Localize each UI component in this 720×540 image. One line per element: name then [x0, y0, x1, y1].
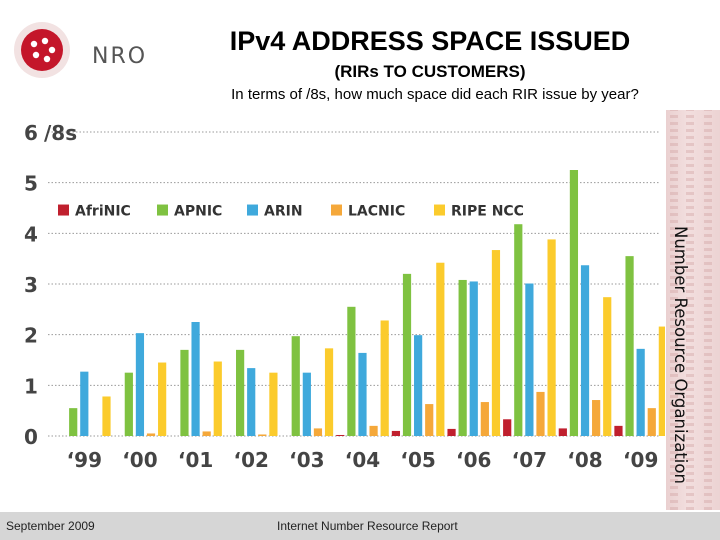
bar-arin	[580, 265, 590, 436]
bar-afrinic	[391, 430, 401, 436]
bar-apnic	[625, 256, 634, 436]
bar-apnic	[180, 349, 189, 436]
bar-ripe-ncc	[491, 250, 501, 436]
bar-apnic	[236, 349, 245, 436]
bar-ripe-ncc	[324, 348, 334, 436]
x-tick-label: ‘05	[400, 448, 435, 472]
x-tick-label: ‘99	[67, 448, 102, 472]
bar-ripe-ncc	[603, 297, 612, 436]
y-tick-label: 4	[24, 222, 38, 246]
bar-arin	[636, 348, 645, 436]
legend-label: APNIC	[174, 204, 222, 220]
legend-label: LACNIC	[348, 204, 405, 220]
bar-arin	[469, 281, 478, 436]
bar-ripe-ncc	[380, 320, 389, 436]
bar-lacnic	[258, 434, 267, 436]
bar-afrinic	[558, 428, 567, 436]
bar-lacnic	[313, 428, 323, 436]
logo-text: NRO	[92, 44, 148, 69]
y-tick-label: 1	[24, 374, 38, 398]
bar-ripe-ncc	[213, 361, 222, 436]
bar-lacnic	[480, 402, 489, 436]
bar-lacnic	[592, 400, 601, 436]
y-tick-label: 6	[24, 121, 38, 145]
nro-logo: NRO	[8, 14, 148, 86]
slide-subtitle: (RIRs TO CUSTOMERS)	[334, 62, 526, 81]
legend-swatch	[434, 204, 445, 216]
legend-label: ARIN	[264, 204, 303, 220]
bar-afrinic	[447, 428, 456, 436]
legend-label: AfriNIC	[75, 204, 131, 220]
bar-ripe-ncc	[547, 239, 556, 436]
bar-chart: 0 1 2 3 4 5 6/8s ‘99 ‘00 ‘01 ‘02 ‘03 ‘04 ‘05 ‘06 ‘07 ‘08…	[24, 121, 665, 472]
bar-apnic	[124, 372, 133, 436]
y-tick-label: 5	[24, 172, 38, 196]
bar-arin	[247, 368, 256, 436]
bar-afrinic	[503, 419, 512, 436]
x-tick-label: ‘01	[178, 448, 213, 472]
bar-ripe-ncc	[269, 372, 278, 436]
footer-report-name: Internet Number Resource Report	[277, 519, 458, 533]
legend-label: RIPE NCC	[451, 204, 524, 220]
x-tick-label: ‘04	[345, 448, 380, 472]
bar-lacnic	[536, 391, 545, 436]
legend-swatch	[247, 204, 258, 216]
x-tick-label: ‘08	[567, 448, 602, 472]
nro-logo-icon	[14, 22, 70, 78]
y-tick-label: 2	[24, 324, 38, 348]
bar-apnic	[69, 408, 78, 436]
bar-apnic	[347, 306, 356, 436]
bar-apnic	[291, 336, 300, 436]
bar-lacnic	[146, 433, 156, 436]
bar-apnic	[402, 273, 412, 436]
y-axis-label: /8s	[44, 121, 77, 145]
bar-ripe-ncc	[436, 262, 445, 436]
y-tick-label: 3	[24, 273, 38, 297]
bar-apnic	[514, 224, 523, 436]
bar-arin	[191, 322, 200, 436]
x-tick-label: ‘02	[233, 448, 268, 472]
bar-afrinic	[336, 434, 345, 436]
side-decoration-band	[666, 110, 720, 510]
bar-apnic	[458, 279, 467, 436]
bar-lacnic	[425, 404, 434, 436]
bar-ripe-ncc	[158, 362, 167, 436]
legend-swatch	[157, 204, 168, 216]
bar-apnic	[569, 170, 579, 436]
bar-lacnic	[202, 431, 211, 436]
footer-date: September 2009	[6, 519, 95, 533]
x-tick-label: ‘00	[122, 448, 157, 472]
bar-afrinic	[614, 425, 623, 436]
bar-arin	[135, 333, 145, 436]
bar-ripe-ncc	[102, 396, 111, 436]
x-tick-label: ‘06	[456, 448, 491, 472]
bar-ripe-ncc	[658, 326, 665, 436]
bar-arin	[414, 335, 423, 436]
bar-arin	[302, 372, 311, 436]
slide-title: IPv4 ADDRESS SPACE ISSUED	[229, 26, 631, 56]
bar-arin	[358, 352, 367, 436]
x-tick-label: ‘03	[289, 448, 324, 472]
chart-question: In terms of /8s, how much space did each…	[231, 86, 639, 103]
bar-arin	[80, 371, 89, 436]
bar-lacnic	[647, 408, 656, 436]
legend-swatch	[331, 204, 342, 216]
bar-lacnic	[369, 425, 378, 436]
organization-side-label: Number Resource Organization	[671, 226, 690, 484]
footer-bar: September 2009 Internet Number Resource …	[0, 512, 720, 540]
x-tick-label: ‘07	[512, 448, 547, 472]
bar-arin	[525, 283, 534, 436]
legend-swatch	[58, 204, 69, 216]
x-tick-label: ‘09	[623, 448, 658, 472]
y-tick-label: 0	[24, 425, 38, 449]
